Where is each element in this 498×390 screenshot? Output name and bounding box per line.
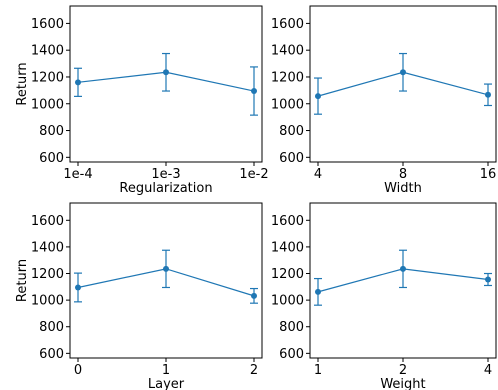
y-tick-label: 1000 [271, 294, 304, 309]
y-axis-label: Return [15, 62, 30, 105]
data-point [315, 93, 321, 100]
y-tick-label: 600 [39, 151, 64, 166]
y-tick-label: 1600 [271, 214, 304, 229]
y-tick-label: 1000 [31, 294, 64, 309]
x-axis-label: Width [384, 181, 422, 196]
y-tick-label: 1200 [271, 70, 304, 85]
y-tick-label: 1400 [271, 240, 304, 255]
y-tick-label: 600 [279, 151, 304, 166]
y-tick-label: 1600 [31, 214, 64, 229]
x-tick-label: 2 [399, 363, 407, 378]
chart-panel-4: 600 800 1000 1200 1400 1600 1 2 4 Weight [271, 202, 497, 390]
data-point [400, 265, 406, 272]
x-tick-label: 8 [399, 167, 407, 182]
x-tick-label: 1e-4 [63, 167, 92, 182]
y-tick-label: 1400 [31, 44, 64, 59]
y-tick-label: 1000 [31, 97, 64, 112]
x-tick-label: 0 [74, 363, 82, 378]
y-tick-label: 800 [279, 124, 304, 139]
data-point [75, 79, 81, 86]
chart-panel-1: 600 800 1000 1200 1400 1600 1e-4 1e-3 1e-2 Regula… [15, 5, 269, 196]
data-point [400, 69, 406, 76]
x-tick-label: 1e-2 [239, 167, 268, 182]
data-point [75, 284, 81, 291]
data-point [163, 265, 169, 272]
y-axis-label: Return [15, 259, 30, 302]
x-tick-label: 1e-3 [151, 167, 180, 182]
y-tick-label: 1200 [31, 70, 64, 85]
data-point [485, 91, 491, 98]
x-axis-label: Layer [148, 377, 185, 390]
data-point [251, 292, 257, 299]
y-tick-label: 800 [39, 124, 64, 139]
y-tick-label: 1600 [31, 17, 64, 32]
x-tick-label: 1 [314, 363, 322, 378]
y-tick-label: 1200 [31, 267, 64, 282]
x-axis-label: Regularization [119, 181, 212, 196]
x-tick-label: 2 [250, 363, 258, 378]
y-tick-label: 1400 [271, 44, 304, 59]
chart-panel-2: 600 800 1000 1200 1400 1600 4 8 16 Width [271, 5, 497, 196]
y-tick-label: 800 [279, 320, 304, 335]
data-point [315, 288, 321, 295]
x-tick-label: 1 [162, 363, 170, 378]
y-tick-label: 1000 [271, 97, 304, 112]
data-point [163, 69, 169, 76]
x-tick-label: 16 [480, 167, 497, 182]
y-tick-label: 1200 [271, 267, 304, 282]
data-point [485, 276, 491, 283]
x-tick-label: 4 [484, 363, 492, 378]
y-tick-label: 600 [39, 347, 64, 362]
chart-panel-3: 600 800 1000 1200 1400 1600 0 1 2 Layer Return [15, 202, 263, 390]
x-axis-label: Weight [380, 377, 425, 390]
data-point [251, 88, 257, 95]
y-tick-label: 1600 [271, 17, 304, 32]
y-tick-label: 1400 [31, 240, 64, 255]
y-tick-label: 800 [39, 320, 64, 335]
x-tick-label: 4 [314, 167, 322, 182]
y-tick-label: 600 [279, 347, 304, 362]
